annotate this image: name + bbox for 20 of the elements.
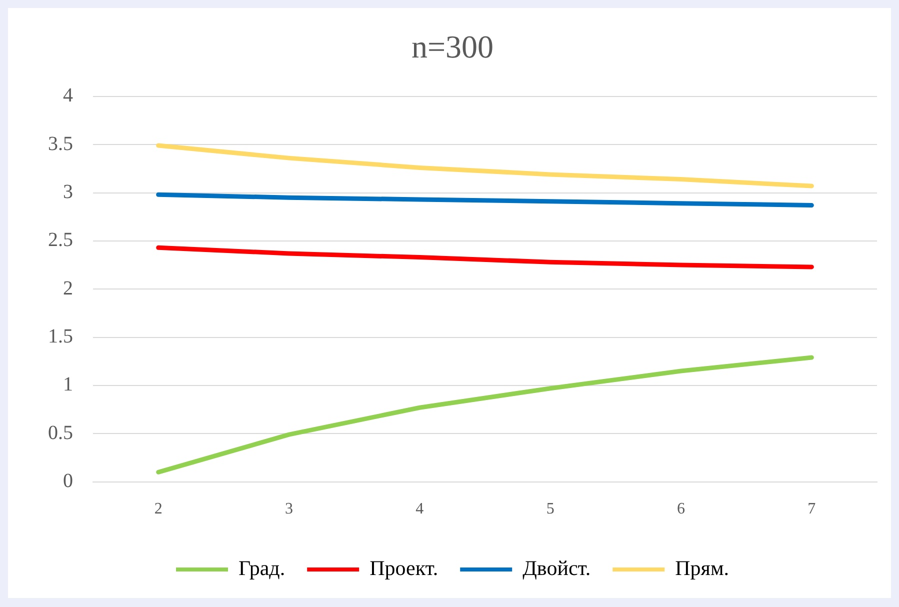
chart-title: n=300: [411, 28, 494, 65]
legend-label: Двойст.: [522, 556, 591, 580]
x-tick-label: 2: [154, 500, 162, 518]
y-tick-label: 3: [63, 181, 73, 203]
y-tick-label: 2.5: [48, 229, 73, 252]
y-tick-label: 1.5: [48, 326, 73, 348]
y-tick-label: 3.5: [48, 132, 73, 155]
x-tick-label: 3: [285, 500, 293, 518]
y-tick-label: 1: [63, 374, 73, 396]
y-tick-label: 0: [63, 470, 73, 492]
legend-label: Прям.: [675, 556, 729, 580]
x-tick-label: 5: [546, 500, 554, 518]
x-tick-label: 6: [677, 500, 685, 518]
x-tick-label: 7: [808, 500, 816, 518]
y-tick-label: 4: [63, 84, 73, 107]
y-tick-label: 0.5: [48, 422, 73, 444]
x-tick-label: 4: [416, 500, 424, 518]
legend-label: Град.: [238, 556, 286, 580]
legend-label: Проект.: [370, 556, 438, 580]
y-tick-label: 2: [63, 277, 73, 300]
